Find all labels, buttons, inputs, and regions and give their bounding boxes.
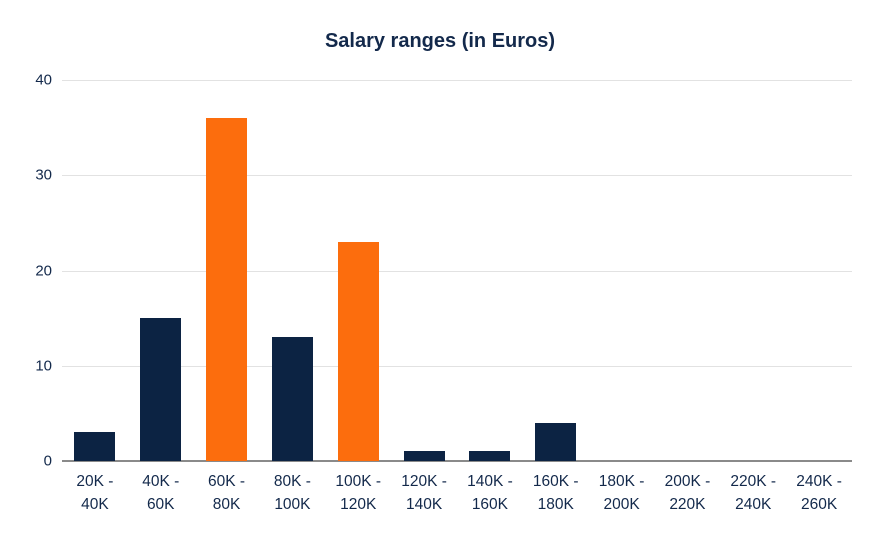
plot-area: 0 10 20 30 40 20K - 40K 40K - 60K 60K - 80K 80K …: [35, 72, 852, 513]
x-axis-tick-label: 200K - 220K: [664, 473, 711, 513]
gridline: [62, 270, 852, 272]
chart-title: Salary ranges (in Euros): [324, 30, 556, 52]
x-axis-tick-label: 220K - 240K: [730, 473, 777, 513]
y-axis-tick-label: 20: [35, 262, 52, 279]
x-axis-tick-label: 40K - 60K: [142, 473, 180, 513]
gridline: [62, 175, 852, 177]
y-axis-tick-label: 30: [35, 166, 52, 184]
bar: [535, 422, 577, 461]
x-axis-tick-label: 160K - 180K: [532, 473, 579, 513]
bar: [337, 241, 379, 461]
x-axis-tick-label: 100K - 120K: [335, 473, 382, 513]
gridline: [62, 80, 852, 81]
y-axis-tick-label: 10: [35, 357, 52, 375]
y-axis-tick-label: 0: [43, 452, 52, 470]
y-axis-tick-label: 40: [35, 71, 52, 89]
bar: [140, 318, 182, 461]
x-axis-tick-label: 20K - 40K: [76, 473, 114, 513]
bar: [403, 451, 445, 461]
bar: [206, 118, 248, 461]
x-axis-tick-label: 180K - 200K: [598, 473, 645, 513]
x-axis-tick-label: 120K - 140K: [401, 473, 447, 513]
bar: [271, 337, 313, 461]
x-axis-line: [62, 460, 852, 462]
x-axis-tick-label: 80K - 100K: [273, 473, 311, 513]
x-axis-tick-label: 240K - 260K: [796, 473, 842, 513]
gridline: [62, 365, 852, 367]
bar: [74, 432, 116, 461]
x-axis-tick-label: 60K - 80K: [208, 473, 246, 513]
x-axis-tick-label: 140K - 160K: [467, 473, 513, 513]
bar: [469, 451, 511, 461]
